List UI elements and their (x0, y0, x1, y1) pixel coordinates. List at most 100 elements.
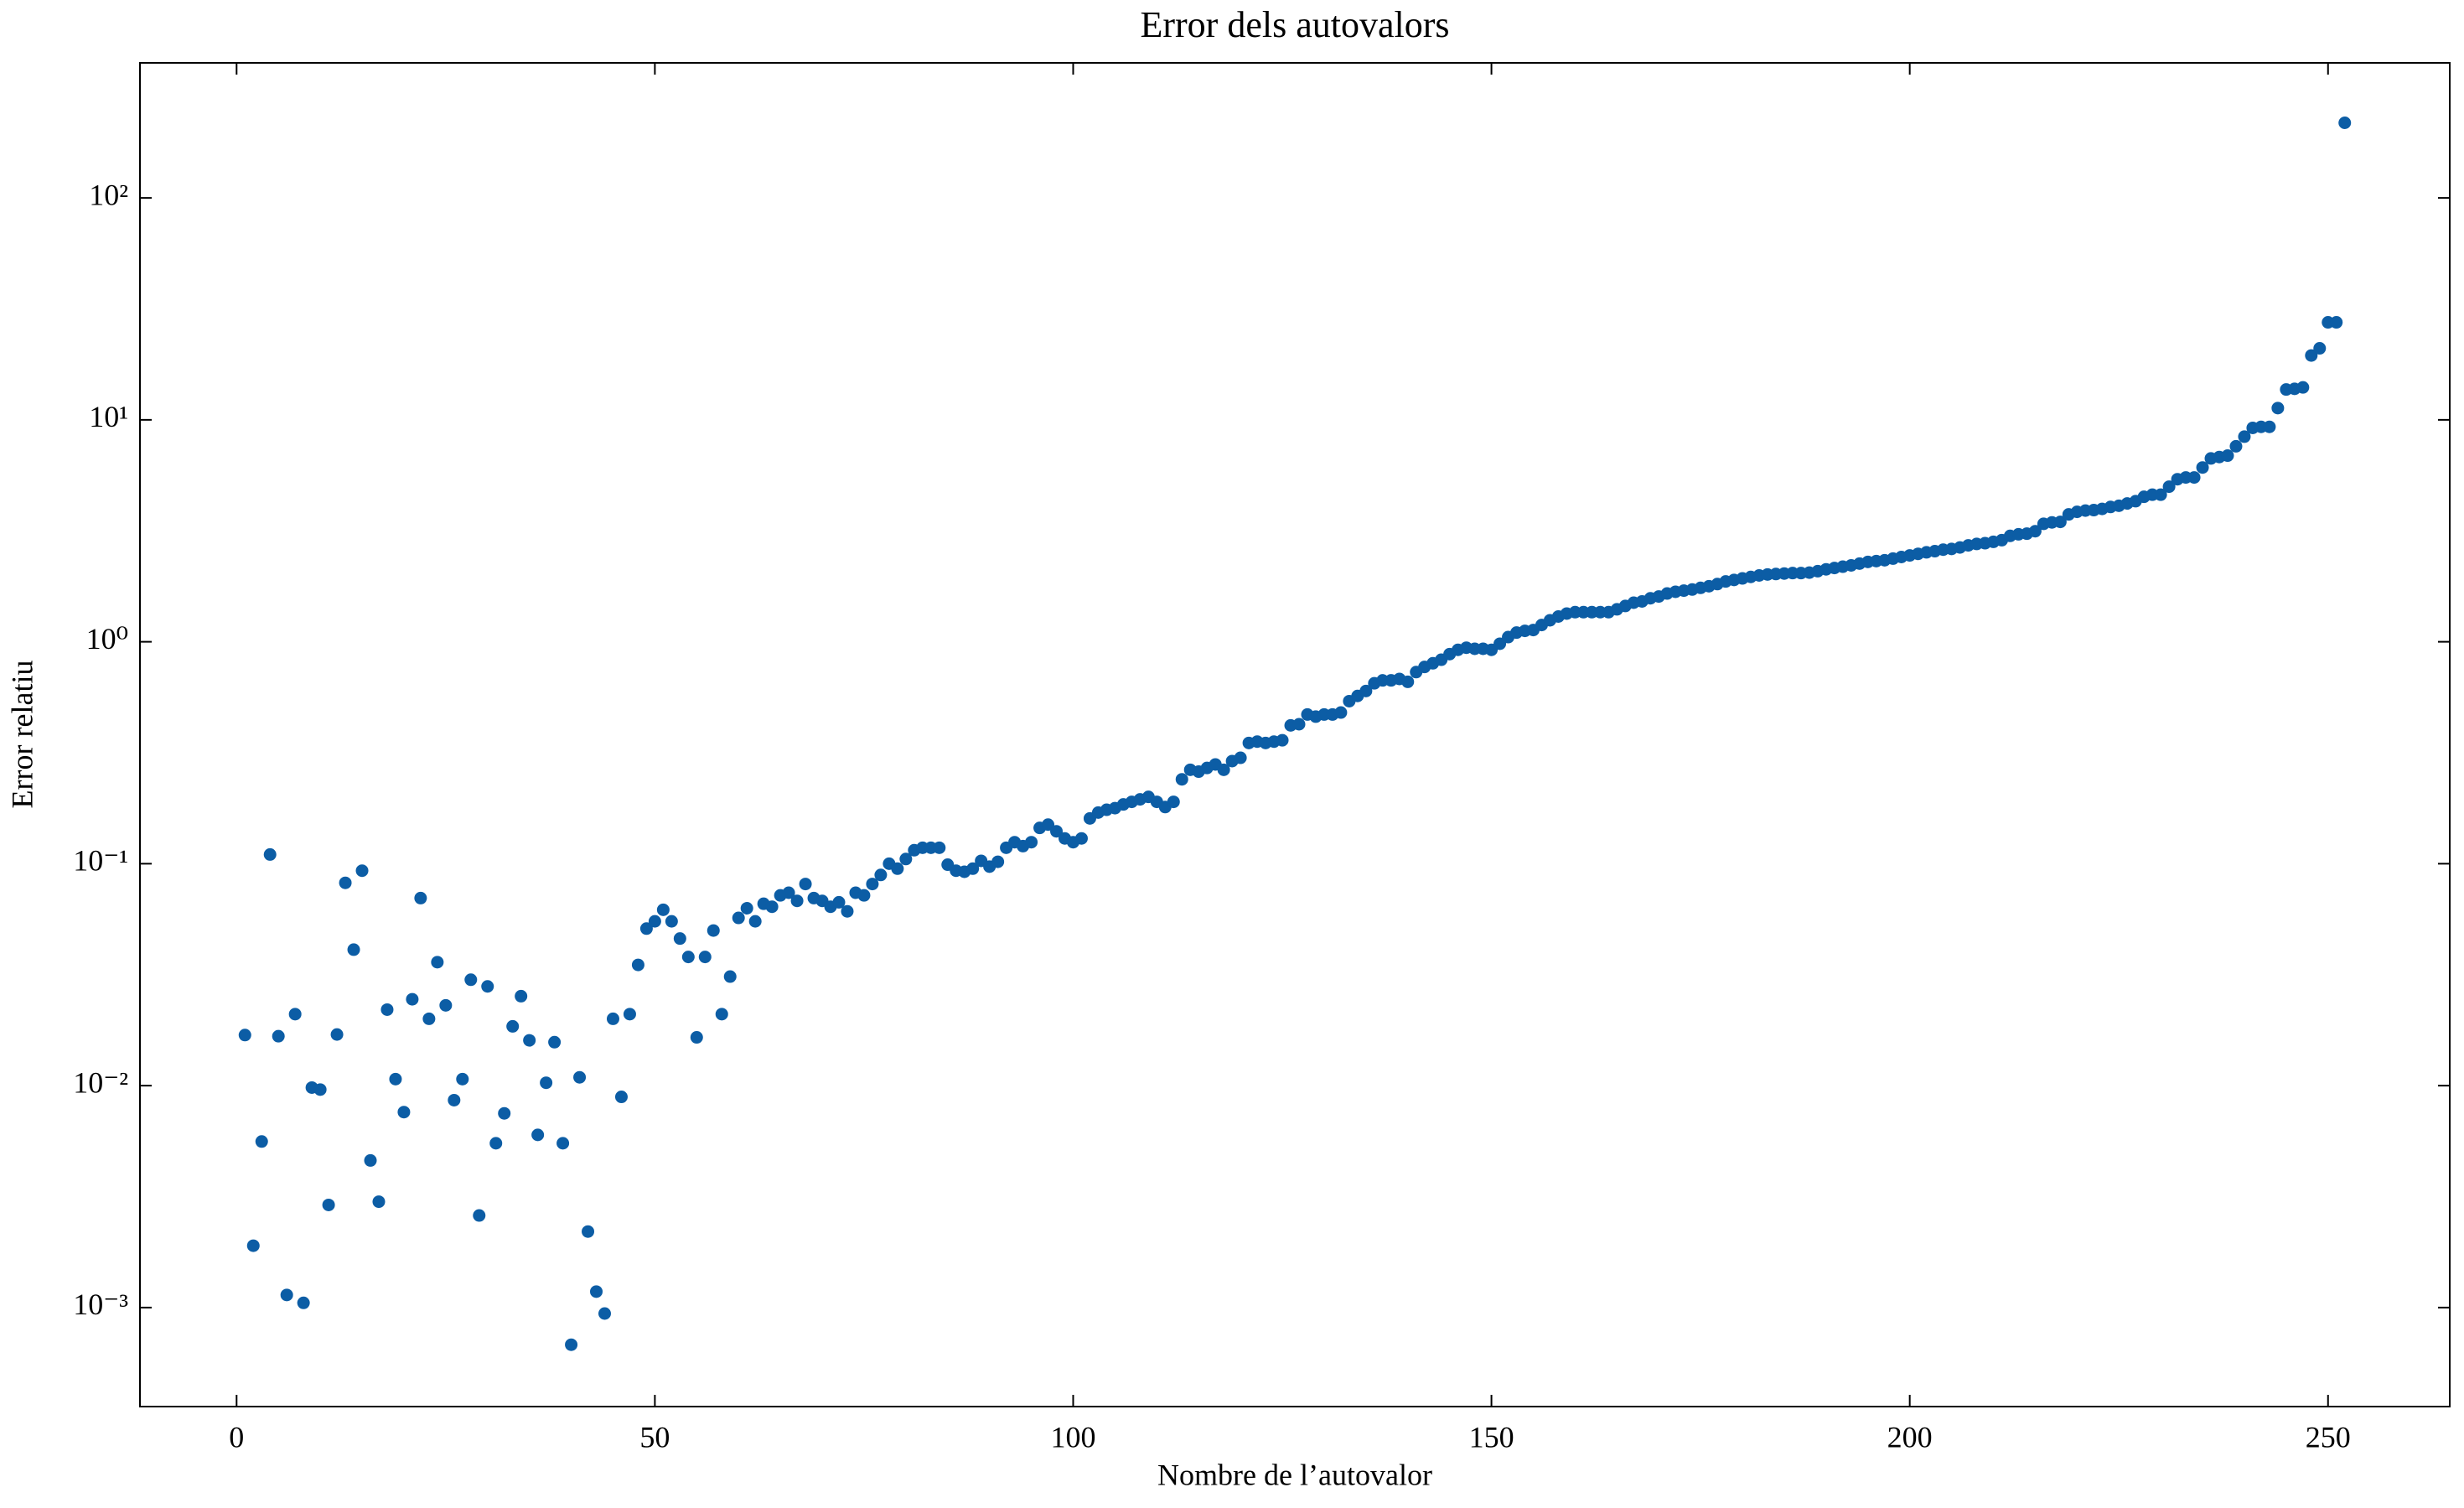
point (498, 1106, 511, 1120)
point (1234, 751, 1247, 764)
point (782, 886, 795, 899)
point (364, 1153, 377, 1167)
point (2028, 525, 2042, 538)
y-tick-label: 10⁻¹ (73, 844, 128, 878)
point (656, 903, 670, 916)
point (2271, 402, 2285, 415)
point (2187, 471, 2201, 485)
point (288, 1008, 302, 1021)
x-tick-label: 50 (639, 1420, 670, 1454)
point (2221, 449, 2234, 463)
point (2313, 342, 2327, 355)
x-tick-label: 0 (229, 1420, 244, 1454)
point (723, 970, 737, 983)
y-tick-label: 10⁻³ (73, 1288, 128, 1321)
point (1292, 718, 1306, 731)
point (799, 878, 812, 891)
point (2330, 316, 2343, 329)
point (698, 951, 712, 964)
point (765, 900, 779, 914)
point (272, 1029, 285, 1043)
point (556, 1137, 570, 1150)
point (372, 1195, 386, 1209)
point (414, 891, 427, 904)
point (715, 1008, 728, 1021)
point (748, 915, 762, 928)
y-tick-label: 10⁰ (86, 622, 128, 656)
point (255, 1135, 268, 1148)
point (313, 1083, 327, 1096)
point (2296, 381, 2310, 394)
point (2305, 349, 2318, 362)
point (489, 1137, 503, 1150)
point (866, 878, 879, 891)
point (464, 973, 478, 987)
x-tick-label: 200 (1887, 1420, 1933, 1454)
point (573, 1070, 587, 1084)
point (631, 958, 644, 972)
point (790, 894, 804, 908)
point (238, 1029, 251, 1042)
point (681, 951, 695, 964)
point (2154, 488, 2167, 501)
point (473, 1209, 486, 1222)
point (1334, 706, 1348, 719)
point (280, 1288, 293, 1302)
point (263, 847, 277, 861)
point (406, 992, 419, 1006)
point (841, 904, 854, 918)
point (355, 864, 369, 878)
point (707, 924, 720, 937)
point (422, 1012, 436, 1025)
point (582, 1225, 595, 1238)
point (673, 932, 686, 946)
point (330, 1028, 344, 1041)
point (740, 902, 753, 915)
point (2229, 439, 2243, 453)
x-axis-label: Nombre de l’autovalor (1157, 1458, 1432, 1491)
point (1493, 637, 1507, 650)
chart-title: Error dels autovalors (1141, 4, 1450, 45)
point (339, 876, 352, 889)
point (297, 1296, 310, 1309)
point (639, 922, 653, 935)
point (606, 1012, 619, 1025)
plot-frame (139, 62, 2451, 1407)
point (531, 1128, 545, 1142)
point (431, 956, 444, 969)
point (857, 889, 871, 902)
point (991, 855, 1005, 868)
point (1167, 795, 1180, 809)
point (1025, 836, 1038, 849)
point (590, 1285, 603, 1298)
point (540, 1076, 553, 1090)
point (1276, 733, 1289, 747)
point (614, 1091, 628, 1104)
point (2196, 461, 2209, 474)
point (2338, 117, 2352, 130)
point (648, 915, 661, 928)
x-tick-label: 100 (1050, 1420, 1095, 1454)
point (380, 1003, 394, 1016)
point (2053, 516, 2067, 529)
point (347, 943, 360, 956)
point (456, 1072, 469, 1086)
x-tick-label: 150 (1469, 1420, 1514, 1454)
point (1050, 825, 1064, 838)
point (1042, 818, 1055, 832)
point (874, 868, 888, 882)
point (523, 1034, 536, 1047)
point (448, 1093, 461, 1106)
point (891, 862, 904, 875)
point (732, 911, 745, 925)
point (548, 1035, 562, 1049)
point (598, 1307, 611, 1320)
point (481, 980, 494, 993)
point (966, 862, 980, 875)
point (565, 1338, 578, 1351)
y-tick-label: 10⁻² (73, 1065, 128, 1099)
point (1175, 773, 1188, 786)
y-tick-label: 10¹ (89, 400, 128, 433)
point (690, 1031, 703, 1044)
